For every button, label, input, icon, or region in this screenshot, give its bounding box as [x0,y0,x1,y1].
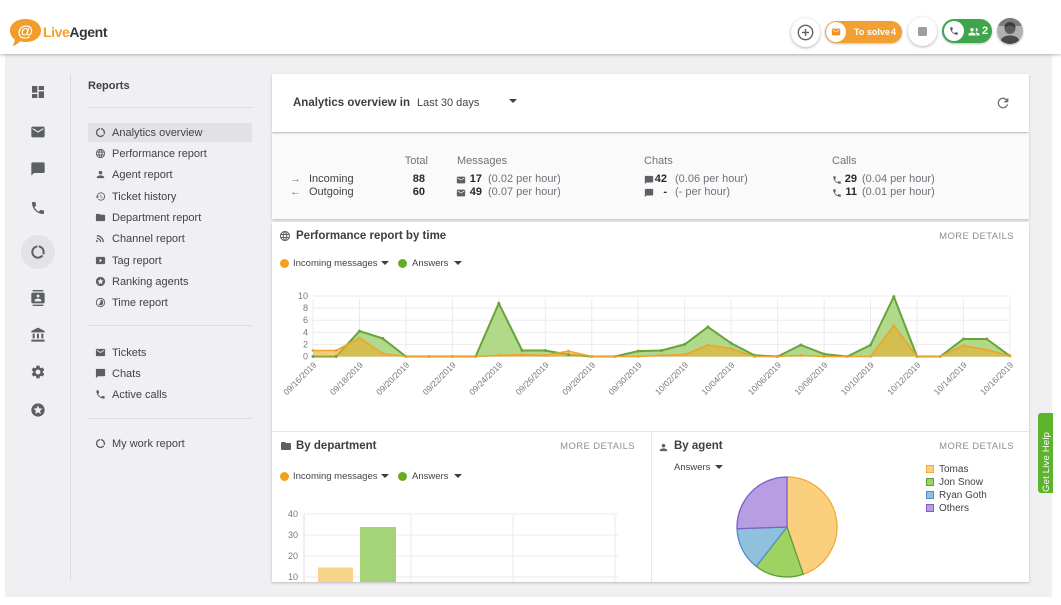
svg-text:10/04/2019: 10/04/2019 [699,360,736,397]
svg-text:09/16/2019: 09/16/2019 [281,360,318,397]
svg-text:09/20/2019: 09/20/2019 [374,360,411,397]
svg-text:09/18/2019: 09/18/2019 [328,360,365,397]
svg-text:@: @ [18,24,34,41]
svg-text:10/12/2019: 10/12/2019 [885,360,922,397]
svg-text:40: 40 [288,509,298,519]
svg-text:4: 4 [303,327,308,337]
svg-text:30: 30 [288,530,298,540]
svg-text:10: 10 [288,572,298,582]
svg-text:09/28/2019: 09/28/2019 [560,360,597,397]
svg-text:8: 8 [303,303,308,313]
svg-text:10/16/2019: 10/16/2019 [978,360,1015,397]
svg-text:09/24/2019: 09/24/2019 [467,360,504,397]
svg-text:10/08/2019: 10/08/2019 [792,360,829,397]
svg-text:10/06/2019: 10/06/2019 [746,360,783,397]
svg-text:20: 20 [288,551,298,561]
svg-text:09/26/2019: 09/26/2019 [514,360,551,397]
svg-text:2: 2 [303,339,308,349]
svg-text:10/10/2019: 10/10/2019 [839,360,876,397]
svg-text:09/30/2019: 09/30/2019 [606,360,643,397]
svg-text:10/02/2019: 10/02/2019 [653,360,690,397]
svg-text:09/22/2019: 09/22/2019 [421,360,458,397]
svg-text:0: 0 [303,352,308,362]
svg-text:6: 6 [303,315,308,325]
svg-text:10: 10 [298,291,308,301]
svg-text:10/14/2019: 10/14/2019 [932,360,969,397]
